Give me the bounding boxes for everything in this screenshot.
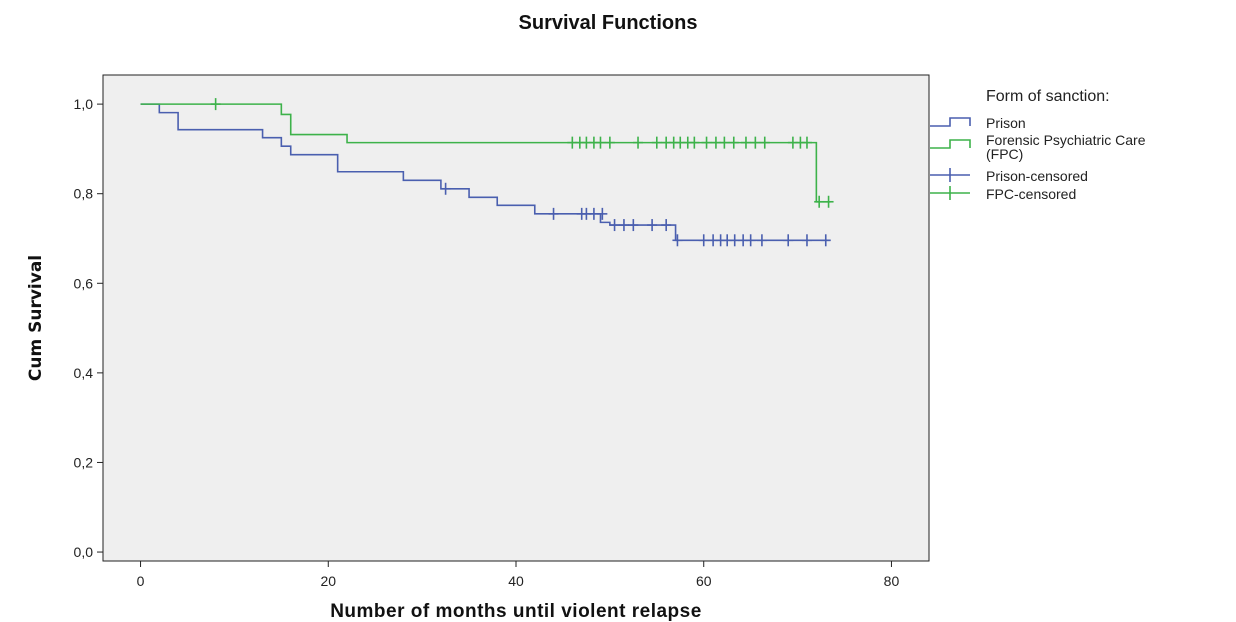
x-tick-label: 60 [696, 573, 712, 589]
plot-area [102, 74, 930, 562]
y-tick-label: 0,6 [74, 275, 94, 291]
x-axis-label: Number of months until violent relapse [330, 601, 702, 622]
x-tick-label: 20 [320, 573, 336, 589]
legend-step-symbol [930, 139, 971, 149]
legend-label: FPC-censored [986, 186, 1076, 202]
y-tick-label: 0,0 [74, 544, 94, 560]
y-axis: 0,0 0,2 0,4 0,6 0,8 1,0 [74, 96, 103, 560]
series-line-1 [140, 103, 831, 203]
y-tick-label: 1,0 [74, 96, 94, 112]
legend-step-symbol [930, 117, 971, 127]
legend-label: Prison [986, 115, 1026, 131]
x-tick-label: 40 [508, 573, 524, 589]
legend-label: Forensic Psychiatric Care [986, 132, 1146, 148]
y-tick-label: 0,8 [74, 186, 94, 202]
y-tick-label: 0,2 [74, 454, 94, 470]
chart-title: Survival Functions [519, 12, 698, 34]
y-tick-label: 0,4 [74, 365, 94, 381]
legend-label: Prison-censored [986, 168, 1088, 184]
y-axis-label: Cum Survival [26, 255, 46, 381]
series-line-0 [140, 103, 831, 242]
x-tick-label: 0 [137, 573, 145, 589]
legend-title: Form of sanction: [986, 88, 1110, 105]
x-tick-label: 80 [884, 573, 900, 589]
series-layer [140, 98, 834, 247]
legend-label: (FPC) [986, 146, 1023, 162]
x-axis: 0 20 40 60 80 [137, 561, 900, 589]
